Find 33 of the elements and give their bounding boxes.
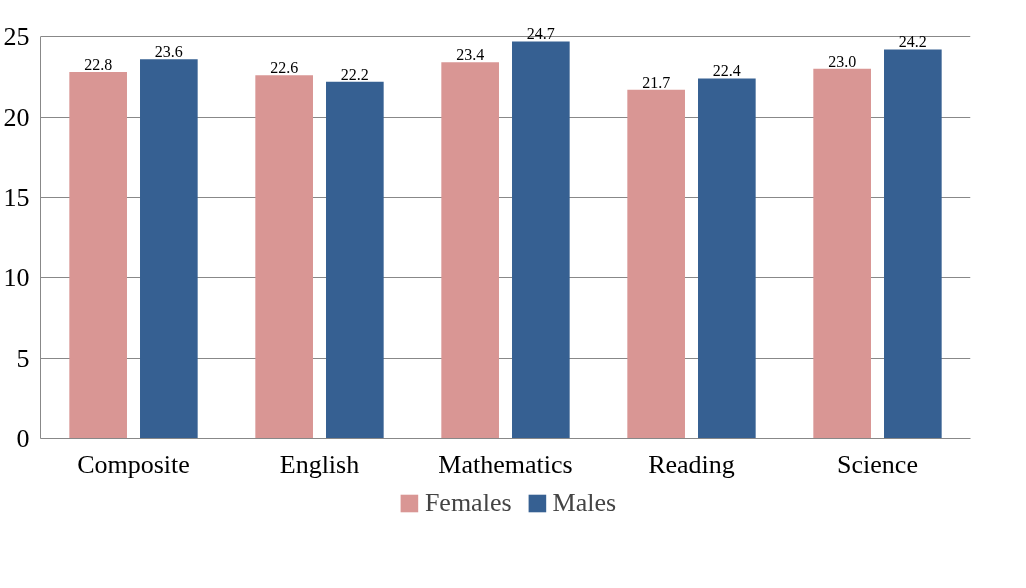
y-tick-label: 0 [16, 424, 30, 453]
bar [698, 78, 756, 439]
data-label: 23.0 [828, 52, 857, 70]
x-tick-label: Mathematics [438, 449, 573, 479]
x-tick-label: Reading [648, 449, 735, 479]
data-label: 24.2 [898, 33, 927, 51]
data-label: 23.4 [456, 46, 485, 64]
data-label: 22.6 [270, 59, 299, 77]
y-tick-label: 15 [3, 182, 30, 212]
y-tick-label: 10 [3, 263, 30, 293]
legend-label: Females [424, 488, 512, 518]
data-label: 22.2 [340, 65, 369, 83]
y-tick-label: 20 [3, 102, 30, 132]
data-label: 23.6 [154, 43, 183, 61]
x-tick-label: Science [837, 449, 918, 479]
x-tick-label: Composite [77, 449, 190, 479]
data-label: 22.4 [712, 62, 741, 80]
bar [813, 68, 871, 439]
bar [140, 59, 198, 439]
bar [255, 75, 313, 439]
data-label: 22.8 [84, 56, 113, 73]
data-label: 21.7 [642, 73, 671, 91]
bar [69, 72, 127, 439]
data-label: 24.7 [526, 25, 555, 43]
bar [441, 62, 499, 439]
bar [326, 81, 384, 439]
bar [627, 89, 685, 439]
y-tick-label: 5 [16, 343, 30, 373]
y-tick-label: 25 [3, 22, 30, 52]
bar [884, 49, 942, 439]
x-tick-label: English [279, 449, 360, 479]
bar [512, 41, 570, 439]
legend-label: Males [552, 488, 617, 518]
